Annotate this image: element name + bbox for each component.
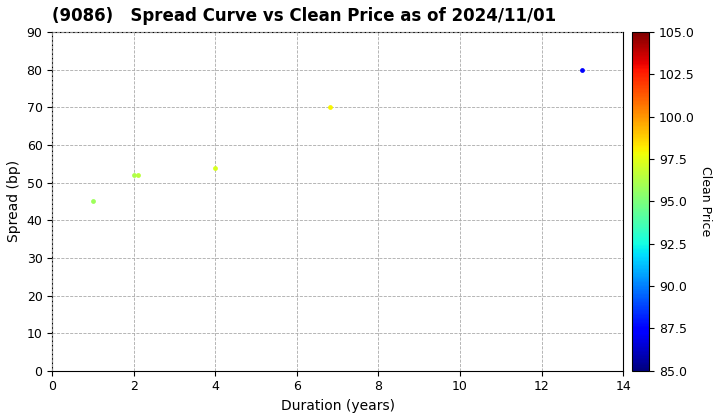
- Point: [87, 198, 99, 205]
- Y-axis label: Clean Price: Clean Price: [698, 166, 711, 236]
- X-axis label: Duration (years): Duration (years): [281, 399, 395, 413]
- Point: [577, 66, 588, 73]
- Text: (9086)   Spread Curve vs Clean Price as of 2024/11/01: (9086) Spread Curve vs Clean Price as of…: [53, 7, 557, 25]
- Point: [210, 164, 221, 171]
- Y-axis label: Spread (bp): Spread (bp): [7, 160, 21, 242]
- Point: [324, 104, 336, 111]
- Point: [132, 172, 143, 178]
- Point: [128, 172, 140, 178]
